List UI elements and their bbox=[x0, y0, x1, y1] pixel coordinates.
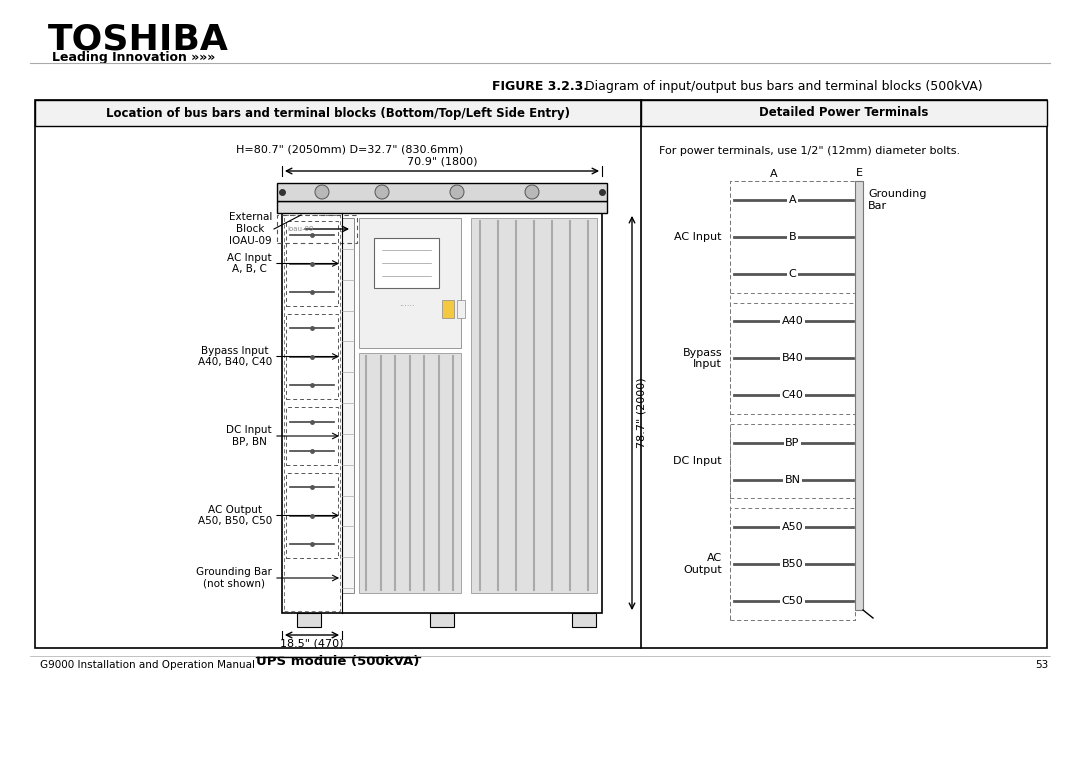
Text: FIGURE 3.2.3.: FIGURE 3.2.3. bbox=[492, 80, 588, 93]
Text: External
Block
IOAU-09: External Block IOAU-09 bbox=[229, 212, 272, 246]
Bar bbox=[286, 221, 338, 306]
Bar bbox=[730, 303, 855, 414]
Text: Location of bus bars and terminal blocks (Bottom/Top/Left Side Entry): Location of bus bars and terminal blocks… bbox=[106, 107, 570, 120]
Bar bbox=[471, 218, 597, 593]
Bar bbox=[730, 424, 855, 498]
Text: A40: A40 bbox=[782, 316, 804, 326]
Bar bbox=[276, 183, 607, 201]
Bar bbox=[359, 353, 460, 593]
Text: B50: B50 bbox=[782, 559, 804, 569]
Text: AC Input
A, B, C: AC Input A, B, C bbox=[228, 253, 272, 275]
Bar bbox=[855, 181, 863, 610]
Text: Grounding
Bar: Grounding Bar bbox=[868, 189, 927, 211]
Bar bbox=[359, 218, 460, 348]
Bar bbox=[286, 407, 338, 465]
Text: AC
Output: AC Output bbox=[684, 553, 723, 575]
Bar bbox=[286, 473, 338, 558]
Text: ......: ...... bbox=[399, 298, 415, 307]
Text: B: B bbox=[788, 232, 796, 242]
Text: AC Output
A50, B50, C50: AC Output A50, B50, C50 bbox=[198, 504, 272, 526]
Bar bbox=[282, 213, 602, 613]
Text: DC Input
BP, BN: DC Input BP, BN bbox=[227, 425, 272, 447]
Text: C50: C50 bbox=[782, 597, 804, 607]
Bar bbox=[730, 181, 855, 620]
Text: Grounding Bar
(not shown): Grounding Bar (not shown) bbox=[197, 567, 272, 589]
Text: B40: B40 bbox=[782, 353, 804, 363]
Circle shape bbox=[525, 185, 539, 199]
Text: Leading Innovation »»»: Leading Innovation »»» bbox=[52, 51, 215, 64]
Text: 70.9" (1800): 70.9" (1800) bbox=[407, 157, 477, 167]
Text: BP: BP bbox=[785, 438, 799, 448]
Text: 18.5" (470): 18.5" (470) bbox=[280, 639, 343, 649]
Text: A: A bbox=[770, 169, 778, 179]
Text: ioau-09: ioau-09 bbox=[287, 226, 313, 232]
Text: AC Input: AC Input bbox=[675, 232, 723, 242]
Text: DC Input: DC Input bbox=[673, 456, 723, 466]
Bar bbox=[286, 314, 338, 399]
Text: Diagram of input/output bus bars and terminal blocks (500kVA): Diagram of input/output bus bars and ter… bbox=[573, 80, 983, 93]
Text: UPS module (500kVA): UPS module (500kVA) bbox=[256, 655, 420, 668]
Bar bbox=[284, 215, 340, 611]
Bar bbox=[276, 201, 607, 213]
Bar bbox=[374, 238, 438, 288]
Text: C40: C40 bbox=[782, 391, 804, 401]
Text: A50: A50 bbox=[782, 522, 804, 532]
Circle shape bbox=[315, 185, 329, 199]
Circle shape bbox=[450, 185, 464, 199]
Text: Bypass
Input: Bypass Input bbox=[683, 347, 723, 369]
Text: BN: BN bbox=[784, 475, 800, 485]
Bar bbox=[572, 613, 596, 627]
Bar bbox=[297, 613, 321, 627]
Text: E: E bbox=[855, 168, 863, 178]
Bar bbox=[35, 100, 642, 126]
Text: For power terminals, use 1/2" (12mm) diameter bolts.: For power terminals, use 1/2" (12mm) dia… bbox=[659, 146, 960, 156]
Text: 78.7" (2000): 78.7" (2000) bbox=[636, 378, 646, 449]
Bar bbox=[730, 508, 855, 620]
Bar bbox=[642, 100, 1047, 126]
Circle shape bbox=[375, 185, 389, 199]
Bar bbox=[35, 100, 1047, 648]
Text: G9000 Installation and Operation Manual: G9000 Installation and Operation Manual bbox=[40, 660, 255, 670]
Text: C: C bbox=[788, 269, 796, 279]
Bar bbox=[730, 181, 855, 292]
Bar bbox=[457, 300, 465, 318]
Bar bbox=[276, 215, 357, 243]
Text: 53: 53 bbox=[1035, 660, 1048, 670]
Text: A: A bbox=[788, 195, 796, 204]
Text: Bypass Input
A40, B40, C40: Bypass Input A40, B40, C40 bbox=[198, 346, 272, 367]
Text: Detailed Power Terminals: Detailed Power Terminals bbox=[759, 107, 929, 120]
Bar bbox=[442, 300, 454, 318]
Text: H=80.7" (2050mm) D=32.7" (830.6mm): H=80.7" (2050mm) D=32.7" (830.6mm) bbox=[237, 144, 463, 154]
Bar bbox=[342, 218, 354, 593]
Bar bbox=[430, 613, 454, 627]
Text: TOSHIBA: TOSHIBA bbox=[48, 23, 229, 57]
